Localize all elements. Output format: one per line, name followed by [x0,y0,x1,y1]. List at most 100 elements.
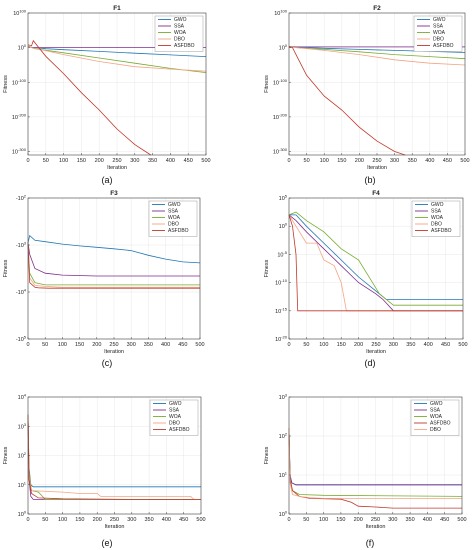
x-tick-label: 450 [443,158,452,164]
x-tick-label: 200 [92,342,101,348]
legend-label-woa: WOA [433,30,446,36]
x-axis-label: Iteration [367,165,387,171]
series-line-asfdbo [288,46,406,156]
panel-letter: (d) [365,358,376,368]
y-tick-label: -103 [16,241,27,250]
x-tick-label: 150 [75,517,84,523]
x-tick-label: 500 [460,158,469,164]
x-tick-label: 50 [303,517,309,523]
x-tick-label: 150 [75,342,84,348]
x-tick-label: 400 [424,342,433,348]
panel-3: 0 50 100 150 200 250 300 350 400 450 500 -102 -103 -1… [3,190,205,355]
legend-label-asfdbo: ASFDBO [168,228,189,234]
legend-label-asfdbo: ASFDBO [430,421,451,427]
series-line-asfdbo [27,242,200,289]
y-tick-label: 10-10 [275,278,288,287]
y-tick-label: 10-200 [12,112,27,121]
x-tick-label: 450 [441,342,450,348]
legend-label-gwo: GWO [430,401,443,407]
series-line-asfdbo [288,214,463,312]
x-tick-label: 50 [42,517,48,523]
legend-label-woa: WOA [169,414,182,420]
y-tick-label: 100 [18,510,27,519]
x-tick-label: 0 [287,158,290,164]
chart-title: F2 [373,5,381,12]
series-line-dbo [288,214,463,312]
y-tick-label: 100 [279,43,288,52]
x-tick-label: 300 [389,342,398,348]
legend-label-ssa: SSA [169,408,180,414]
y-axis-label: Fitness [3,75,9,93]
x-tick-label: 250 [112,158,121,164]
series-line-dbo [27,45,207,72]
legend-label-dbo: DBO [433,37,444,43]
y-tick-label: 10-20 [275,335,288,344]
x-tick-label: 400 [161,342,170,348]
legend-label-ssa: SSA [174,24,185,30]
x-tick-label: 100 [319,517,328,523]
panel-letter: (b) [365,175,376,185]
x-tick-label: 350 [406,517,415,523]
chart-title: F3 [110,190,118,197]
legend-label-dbo: DBO [174,37,185,43]
y-tick-label: 101 [18,480,27,489]
x-tick-label: 500 [458,342,467,348]
legend-label-ssa: SSA [168,209,179,215]
x-tick-label: 500 [196,517,205,523]
y-axis-label: Fitness [3,259,9,277]
legend-label-asfdbo: ASFDBO [433,43,454,49]
x-axis-label: Iteration [107,165,127,171]
legend-label-woa: WOA [174,30,187,36]
x-tick-label: 250 [109,342,118,348]
legend-label-dbo: DBO [168,222,179,228]
series-group [27,39,207,156]
x-tick-label: 50 [43,158,49,164]
x-tick-label: 100 [59,158,68,164]
x-axis-label: Iteration [105,524,125,530]
y-axis-label: Fitness [264,259,270,277]
legend-label-asfdbo: ASFDBO [431,228,452,234]
legend-label-gwo: GWO [169,401,182,407]
y-axis-label: Fitness [264,75,270,93]
x-tick-label: 350 [144,342,153,348]
x-tick-label: 250 [110,517,119,523]
y-tick-label: 10-100 [12,78,27,87]
x-tick-label: 200 [355,158,364,164]
x-tick-label: 450 [179,517,188,523]
x-tick-label: 350 [148,158,157,164]
x-tick-label: 400 [162,517,171,523]
panel-letter: (c) [102,358,113,368]
x-tick-label: 450 [440,517,449,523]
series-line-asfdbo [288,428,462,509]
x-tick-label: 50 [42,342,48,348]
series-group [27,234,201,289]
x-tick-label: 100 [58,517,67,523]
x-tick-label: 300 [390,158,399,164]
y-tick-label: 102 [279,432,288,441]
x-tick-label: 350 [406,342,415,348]
y-tick-label: 10100 [13,9,27,18]
series-line-asfdbo [27,39,152,156]
y-tick-label: 104 [18,393,27,402]
x-tick-label: 0 [26,517,29,523]
x-tick-label: 250 [371,517,380,523]
x-tick-label: 300 [127,517,136,523]
y-tick-label: 102 [18,451,27,460]
legend-label-ssa: SSA [431,209,442,215]
x-tick-label: 100 [319,342,328,348]
x-tick-label: 500 [457,517,466,523]
x-tick-label: 100 [320,158,329,164]
y-tick-label: 10-300 [12,147,27,156]
legend-label-woa: WOA [168,215,181,221]
series-line-dbo [288,46,466,66]
series-group [288,428,463,509]
x-tick-label: 150 [337,158,346,164]
series-line-ssa [27,242,200,277]
panel-letter: (a) [102,175,113,185]
series-line-dbo [288,428,462,499]
y-tick-label: 10-5 [277,250,287,259]
x-tick-label: 400 [166,158,175,164]
series-line-woa [27,242,200,286]
panel-4: 0 50 100 150 200 250 300 350 400 450 500 105 100 10-5… [264,190,468,355]
